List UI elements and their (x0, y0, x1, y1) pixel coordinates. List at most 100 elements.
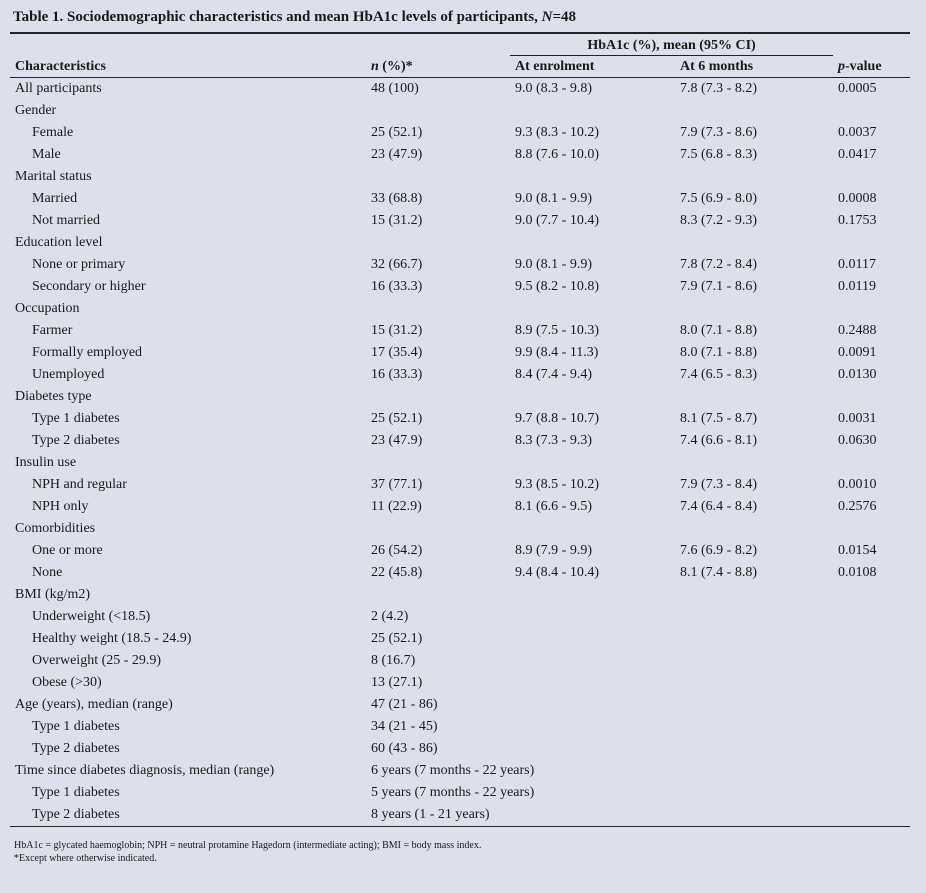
cell: 0.0630 (838, 433, 877, 448)
cell: 0.0417 (838, 147, 877, 162)
group-header: HbA1c (%), mean (95% CI) (587, 38, 756, 53)
cell: 0.0008 (838, 191, 877, 206)
row-label: NPH and regular (32, 477, 127, 492)
cell: 9.0 (8.1 - 9.9) (515, 257, 592, 272)
cell: 13 (27.1) (371, 675, 423, 690)
row-label: Insulin use (15, 455, 77, 470)
cell: 8.3 (7.3 - 9.3) (515, 433, 592, 448)
cell: 7.4 (6.6 - 8.1) (680, 433, 757, 448)
row-label: One or more (32, 543, 103, 558)
cell: 17 (35.4) (371, 345, 423, 360)
cell: 25 (52.1) (371, 411, 423, 426)
cell: 5 years (7 months - 22 years) (371, 785, 535, 800)
bottom-rule (10, 826, 910, 827)
column-header: n (%)* (371, 59, 413, 74)
cell: 0.0091 (838, 345, 877, 360)
row-label: None (32, 565, 63, 580)
cell: 0.0031 (838, 411, 877, 426)
row-label: Diabetes type (15, 389, 92, 404)
cell: 9.5 (8.2 - 10.8) (515, 279, 599, 294)
cell: 9.0 (7.7 - 10.4) (515, 213, 599, 228)
row-label: Formally employed (32, 345, 143, 360)
cell: 0.0154 (838, 543, 877, 558)
column-header: At enrolment (515, 59, 595, 74)
cell: 2 (4.2) (371, 609, 409, 624)
table-title: Table 1. Sociodemographic characteristic… (13, 9, 576, 25)
row-label: Farmer (32, 323, 73, 338)
cell: 8.9 (7.5 - 10.3) (515, 323, 599, 338)
cell: 7.4 (6.5 - 8.3) (680, 367, 757, 382)
cell: 7.4 (6.4 - 8.4) (680, 499, 757, 514)
cell: 7.9 (7.3 - 8.6) (680, 125, 757, 140)
row-label: NPH only (32, 499, 89, 514)
cell: 8 years (1 - 21 years) (371, 807, 490, 822)
cell: 0.2576 (838, 499, 877, 514)
row-label: Male (32, 147, 61, 162)
cell: 25 (52.1) (371, 631, 423, 646)
cell: 8.0 (7.1 - 8.8) (680, 345, 757, 360)
row-label: Female (32, 125, 74, 140)
cell: 9.7 (8.8 - 10.7) (515, 411, 599, 426)
cell: 7.9 (7.3 - 8.4) (680, 477, 757, 492)
row-label: Education level (15, 235, 103, 250)
footnote: *Except where otherwise indicated. (14, 853, 157, 864)
row-label: Time since diabetes diagnosis, median (r… (15, 763, 275, 778)
cell: 0.0108 (838, 565, 877, 580)
cell: 26 (54.2) (371, 543, 423, 558)
top-rule (10, 32, 910, 34)
cell: 8.0 (7.1 - 8.8) (680, 323, 757, 338)
title-text: Table 1. Sociodemographic characteristic… (13, 9, 542, 25)
footnote: HbA1c = glycated haemoglobin; NPH = neut… (14, 840, 482, 851)
cell: 7.5 (6.8 - 8.3) (680, 147, 757, 162)
cell: 8.8 (7.6 - 10.0) (515, 147, 599, 162)
group-rule (510, 55, 833, 56)
cell: 8.1 (7.4 - 8.8) (680, 565, 757, 580)
row-label: Age (years), median (range) (15, 697, 173, 712)
cell: 9.3 (8.5 - 10.2) (515, 477, 599, 492)
cell: 7.8 (7.2 - 8.4) (680, 257, 757, 272)
cell: 0.0117 (838, 257, 876, 272)
cell: 8.1 (6.6 - 9.5) (515, 499, 592, 514)
row-label: Secondary or higher (32, 279, 146, 294)
cell: 33 (68.8) (371, 191, 423, 206)
row-label: Gender (15, 103, 57, 118)
cell: 16 (33.3) (371, 367, 423, 382)
cell: 23 (47.9) (371, 433, 423, 448)
cell: 48 (100) (371, 81, 419, 96)
header-rule (10, 77, 910, 78)
row-label: Type 1 diabetes (32, 411, 120, 426)
cell: 47 (21 - 86) (371, 697, 438, 712)
cell: 6 years (7 months - 22 years) (371, 763, 535, 778)
cell: 15 (31.2) (371, 323, 423, 338)
title-italic: N (541, 9, 553, 25)
cell: 0.0119 (838, 279, 876, 294)
row-label: Obese (>30) (32, 675, 102, 690)
cell: 32 (66.7) (371, 257, 423, 272)
cell: 7.6 (6.9 - 8.2) (680, 543, 757, 558)
cell: 37 (77.1) (371, 477, 423, 492)
cell: 16 (33.3) (371, 279, 423, 294)
row-label: Occupation (15, 301, 80, 316)
row-label: Type 2 diabetes (32, 807, 120, 822)
column-header: At 6 months (680, 59, 754, 74)
cell: 11 (22.9) (371, 499, 422, 514)
cell: 8.1 (7.5 - 8.7) (680, 411, 757, 426)
row-label: Underweight (<18.5) (32, 609, 151, 624)
cell: 7.8 (7.3 - 8.2) (680, 81, 757, 96)
row-label: None or primary (32, 257, 126, 272)
cell: 22 (45.8) (371, 565, 423, 580)
title-rest: =48 (552, 9, 576, 25)
cell: 8.3 (7.2 - 9.3) (680, 213, 757, 228)
row-label: Comorbidities (15, 521, 96, 536)
row-label: Type 1 diabetes (32, 785, 120, 800)
row-label: Unemployed (32, 367, 105, 382)
cell: 9.3 (8.3 - 10.2) (515, 125, 599, 140)
cell: 8.9 (7.9 - 9.9) (515, 543, 592, 558)
cell: 7.9 (7.1 - 8.6) (680, 279, 757, 294)
cell: 8.4 (7.4 - 9.4) (515, 367, 592, 382)
cell: 9.4 (8.4 - 10.4) (515, 565, 599, 580)
column-header: Characteristics (15, 59, 106, 74)
row-label: Not married (32, 213, 101, 228)
row-label: Type 1 diabetes (32, 719, 120, 734)
